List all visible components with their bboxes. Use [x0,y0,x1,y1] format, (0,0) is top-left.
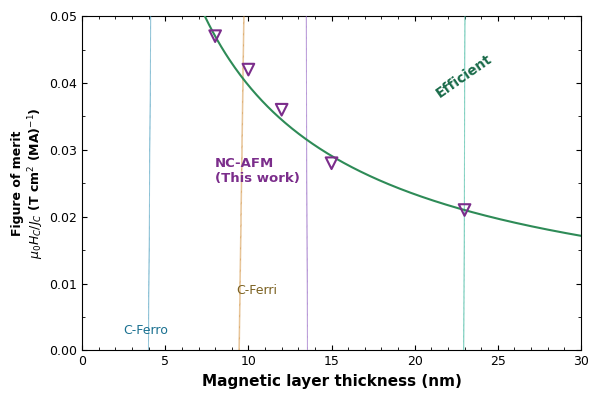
Text: NC-AFM
(This work): NC-AFM (This work) [215,156,300,184]
Point [244,66,253,73]
Ellipse shape [166,0,314,400]
Point [277,106,286,113]
Ellipse shape [224,0,389,400]
Ellipse shape [383,0,547,400]
Ellipse shape [106,0,191,400]
Text: C-Ferro: C-Ferro [123,324,168,337]
Text: C-Ferri: C-Ferri [236,284,277,297]
X-axis label: Magnetic layer thickness (nm): Magnetic layer thickness (nm) [202,374,461,389]
Text: Efficient: Efficient [434,52,495,101]
Point [211,33,220,39]
Y-axis label: Figure of merit
$\mu_0H_C/J_C$ (T cm$^2$ (MA)$^{-1}$): Figure of merit $\mu_0H_C/J_C$ (T cm$^2$… [11,108,46,259]
Point [327,160,337,166]
Point [460,207,469,213]
